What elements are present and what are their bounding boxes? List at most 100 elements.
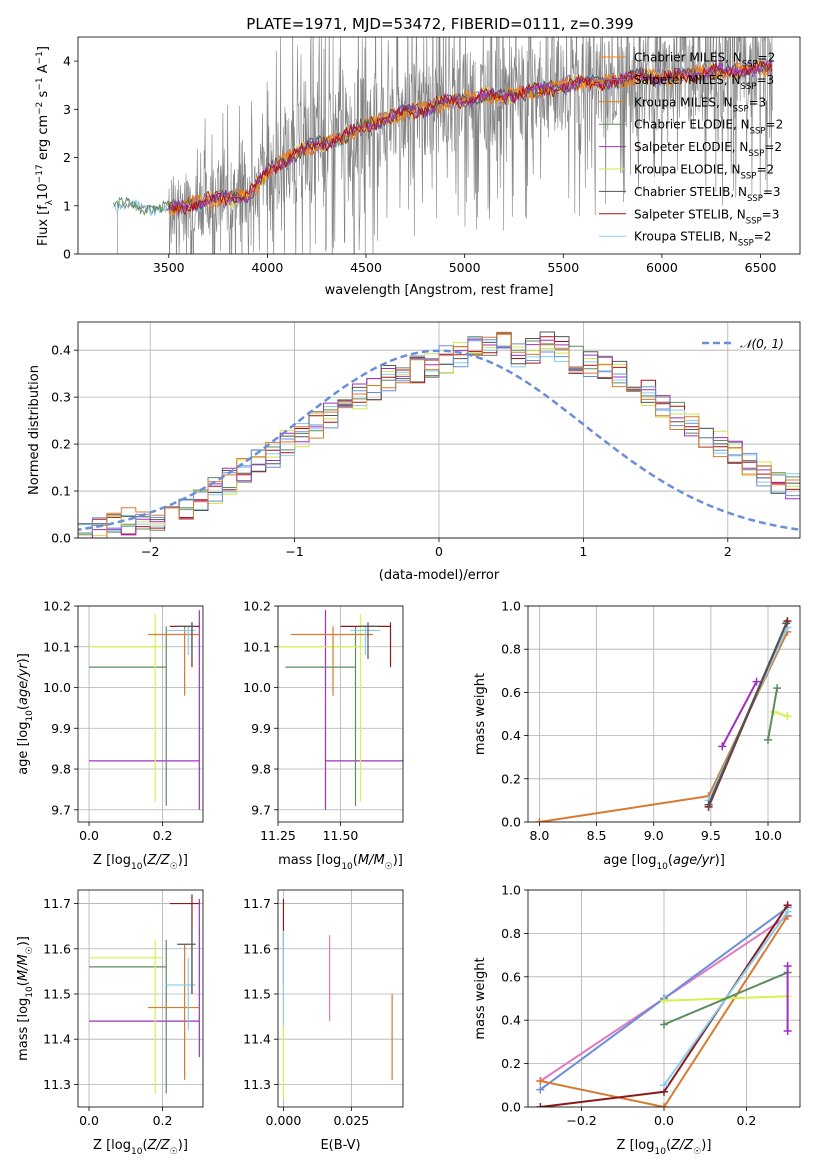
y-tick-label: 11.4 <box>43 1032 71 1047</box>
label-part: s <box>36 90 51 101</box>
label-part: 10 <box>25 710 35 722</box>
legend-text: Chabrier ELODIE, N <box>634 118 750 132</box>
weight-marker <box>535 818 544 822</box>
label-part: age [log <box>16 722 31 775</box>
legend-label: Kroupa MILES, NSSP=3 <box>634 95 766 114</box>
weight-marker <box>764 735 772 744</box>
y-tick-label: 0.1 <box>51 484 71 499</box>
y-tick-label: 11.6 <box>243 941 271 956</box>
label-part: 10 <box>656 862 668 872</box>
x-axis-label: wavelength [Angstrom, rest frame] <box>325 283 554 298</box>
weight-line <box>540 915 789 1107</box>
x-tick-label: 0.2 <box>153 828 173 843</box>
x-tick-label: 0.2 <box>736 1113 756 1128</box>
y-tick-label: 9.9 <box>51 721 71 736</box>
x-tick-label: 6000 <box>646 260 678 275</box>
y-tick-label: 0.6 <box>501 685 521 700</box>
y-tick-label: 10.2 <box>243 599 271 614</box>
x-tick-label: 3500 <box>153 260 185 275</box>
label-part: mass [log <box>278 853 341 868</box>
x-axis-label: Z [log10(Z/Z☉)] <box>617 1138 712 1157</box>
weight-marker <box>660 1103 668 1107</box>
weight-marker <box>536 1076 545 1085</box>
x-tick-label: 1 <box>579 544 587 559</box>
x-tick-label: 8.5 <box>587 828 607 843</box>
plot-area <box>278 610 403 810</box>
label-part: )] <box>715 853 725 868</box>
label-part: M/M <box>16 954 31 981</box>
y-tick-label: 11.3 <box>243 1077 271 1092</box>
y-tick-label: 11.3 <box>43 1077 71 1092</box>
y-tick-label: 0.8 <box>501 642 521 657</box>
x-tick-label: 6500 <box>745 260 777 275</box>
panel-8: −0.2 0.0 0.2 0.0 0.2 0.4 0.6 0.8 1.0 Z [log10(Z/Z… <box>473 883 801 1157</box>
legend-text: Salpeter MILES, N <box>634 73 741 87</box>
panel-4: 11.25 11.50 9.7 9.8 9.9 10.0 10.1 10.2 mass [log… <box>243 599 404 872</box>
x-tick-label: 10.0 <box>754 828 782 843</box>
x-tick-label: 5000 <box>449 260 481 275</box>
label-part: 10 <box>131 1147 143 1157</box>
y-tick-label: 9.8 <box>51 762 71 777</box>
y-tick-label: 10.1 <box>43 639 71 654</box>
legend-sub: SSP <box>742 60 758 70</box>
y-tick-label: 2 <box>63 150 71 165</box>
legend-label: Salpeter MILES, NSSP=3 <box>634 73 774 92</box>
legend-label: Chabrier ELODIE, NSSP=2 <box>634 118 783 137</box>
x-axis-label: (data-model)/error <box>379 568 500 583</box>
weight-marker <box>783 1027 792 1036</box>
legend-suffix: =2 <box>766 118 784 132</box>
legend-label: Kroupa STELIB, NSSP=2 <box>634 230 772 249</box>
x-axis-label: Z [log10(Z/Z☉)] <box>93 1138 188 1157</box>
y-tick-label: 11.7 <box>243 896 271 911</box>
plot-area <box>89 610 200 810</box>
plot-area <box>535 617 792 822</box>
legend-label: Chabrier MILES, NSSP=2 <box>634 51 775 70</box>
axes-frame <box>77 36 801 255</box>
label-part: E(B-V) <box>320 1138 360 1153</box>
y-axis-label: mass [log10(M/M☉)] <box>16 936 35 1061</box>
y-tick-label: 10.2 <box>43 599 71 614</box>
label-part: λ <box>45 199 55 205</box>
y-tick-label: 0.0 <box>501 1100 521 1115</box>
x-tick-label: 0.025 <box>333 1113 369 1128</box>
axes-frame <box>77 889 204 1108</box>
y-tick-label: 11.4 <box>243 1032 271 1047</box>
data-spectrum <box>113 37 773 254</box>
legend-suffix: =3 <box>749 95 767 109</box>
label-part: ☉ <box>693 1147 701 1157</box>
label-part: ☉ <box>25 946 35 954</box>
label-part: −1 <box>35 51 45 64</box>
label-part: ] <box>36 46 51 51</box>
x-axis-label: E(B-V) <box>320 1138 360 1153</box>
y-axis-label: mass weight <box>473 957 488 1039</box>
y-tick-label: 1.0 <box>501 883 521 898</box>
legend-label: Kroupa ELODIE, NSSP=2 <box>634 163 774 182</box>
y-tick-label: 11.5 <box>243 986 271 1001</box>
legend-text: Chabrier STELIB, N <box>634 185 747 199</box>
label-part: ☉ <box>170 1147 178 1157</box>
y-tick-label: 9.8 <box>251 762 271 777</box>
x-tick-label: −1 <box>285 544 303 559</box>
y-tick-label: 0.2 <box>501 1056 521 1071</box>
plot-area <box>536 901 792 1107</box>
label-part: 10 <box>131 862 143 872</box>
hist-gauss <box>78 339 800 534</box>
y-tick-label: 10.1 <box>243 639 271 654</box>
x-tick-label: 0 <box>435 544 443 559</box>
y-tick-label: 9.9 <box>251 721 271 736</box>
panel-2: −2 −1 0 1 2 0.0 0.1 0.2 0.3 0.4 𝒩(0, 1) (data-model… <box>27 321 801 583</box>
label-part: −2 <box>35 102 45 115</box>
label-part: )] <box>178 853 188 868</box>
weight-marker <box>704 800 713 809</box>
x-tick-label: 4000 <box>251 260 283 275</box>
label-part: age/yr <box>16 662 31 705</box>
x-tick-label: 0.0 <box>79 828 99 843</box>
y-tick-label: 1.0 <box>501 599 521 614</box>
label-part: ( <box>668 853 673 868</box>
y-tick-label: 3 <box>63 102 71 117</box>
x-tick-label: 9.0 <box>644 828 664 843</box>
legend-sub: SSP <box>747 194 763 204</box>
label-part: 10 <box>341 862 353 872</box>
label-part: ☉ <box>170 862 178 872</box>
